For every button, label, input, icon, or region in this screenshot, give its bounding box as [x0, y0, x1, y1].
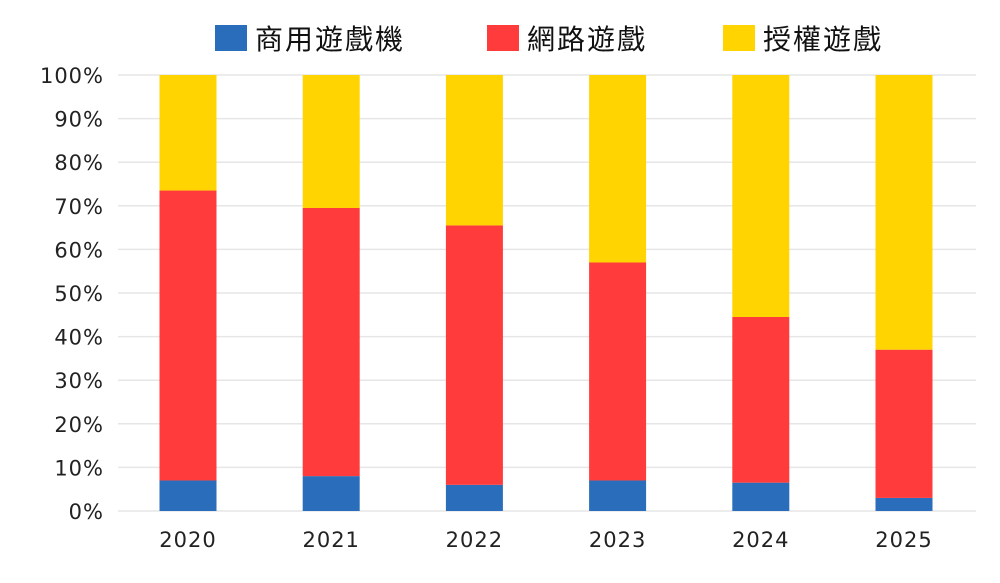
bar-2020-series-1 — [159, 480, 217, 511]
bar-2022-series-2 — [445, 225, 503, 485]
bar-2025-series-1 — [875, 497, 933, 511]
legend: 商用遊戲機 網路遊戲 授權遊戲 — [215, 23, 883, 56]
bar-2025-series-2 — [875, 349, 933, 498]
bars — [159, 75, 933, 511]
y-tick-label: 30% — [54, 369, 104, 393]
legend-label: 商用遊戲機 — [255, 23, 405, 56]
y-tick-label: 70% — [54, 195, 104, 219]
bar-2022-series-1 — [445, 484, 503, 511]
legend-swatch — [487, 25, 519, 51]
x-tick-label: 2021 — [302, 528, 359, 552]
bar-2020-series-2 — [159, 190, 217, 481]
y-tick-label: 20% — [54, 413, 104, 437]
legend-label: 授權遊戲 — [763, 23, 883, 56]
x-axis-tick-labels: 2020 2021 2022 2023 2024 2025 — [159, 528, 932, 552]
bar-2022-series-3 — [445, 75, 503, 226]
bar-2023-series-3 — [589, 75, 647, 263]
y-tick-label: 60% — [54, 238, 104, 262]
gridlines — [118, 74, 976, 512]
x-tick-label: 2020 — [159, 528, 216, 552]
legend-swatch — [723, 25, 755, 51]
y-tick-label: 100% — [40, 64, 104, 88]
bar-2023-series-1 — [589, 480, 647, 511]
y-tick-label: 40% — [54, 326, 104, 350]
y-tick-label: 90% — [54, 108, 104, 132]
bar-2024-series-3 — [732, 75, 790, 317]
bar-2021-series-3 — [302, 75, 360, 208]
bar-2025-series-3 — [875, 75, 933, 350]
x-tick-label: 2022 — [446, 528, 503, 552]
y-axis-tick-labels: 0% 10% 20% 30% 40% 50% 60% 70% 80% 90% 100% — [40, 64, 104, 524]
legend-swatch — [215, 25, 247, 51]
y-tick-label: 10% — [54, 456, 104, 480]
bar-2021-series-2 — [302, 207, 360, 477]
bar-2024-series-2 — [732, 316, 790, 483]
bar-2024-series-1 — [732, 482, 790, 511]
x-tick-label: 2023 — [589, 528, 646, 552]
x-tick-label: 2025 — [875, 528, 932, 552]
y-tick-label: 0% — [69, 500, 104, 524]
x-tick-label: 2024 — [732, 528, 789, 552]
bar-2020-series-3 — [159, 75, 217, 191]
bar-2023-series-2 — [589, 262, 647, 481]
bar-2021-series-1 — [302, 476, 360, 511]
legend-label: 網路遊戲 — [527, 23, 647, 56]
y-tick-label: 80% — [54, 151, 104, 175]
y-tick-label: 50% — [54, 282, 104, 306]
